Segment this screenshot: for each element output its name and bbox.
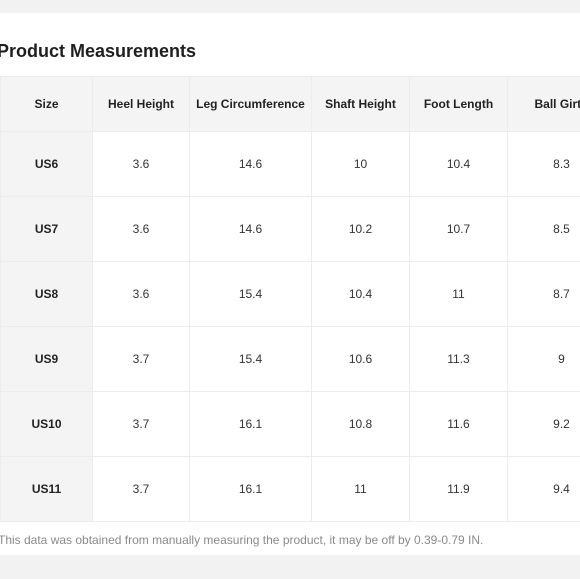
table-cell: 11 bbox=[409, 261, 508, 327]
table-cell: 11 bbox=[311, 456, 410, 522]
table-header-row: Size Heel Height Leg Circumference Shaft… bbox=[0, 76, 580, 132]
size-cell: US10 bbox=[0, 391, 93, 457]
table-cell: 3.7 bbox=[92, 326, 190, 392]
column-header-heel-height: Heel Height bbox=[92, 76, 190, 132]
size-cell: US7 bbox=[0, 196, 93, 262]
column-header-leg-circumference: Leg Circumference bbox=[189, 76, 312, 132]
table-cell: 3.7 bbox=[92, 456, 190, 522]
table-cell: 16.1 bbox=[189, 391, 312, 457]
table-cell: 8.7 bbox=[507, 261, 580, 327]
column-header-shaft-height: Shaft Height bbox=[311, 76, 410, 132]
measurements-card: Product Measurements Size Heel Height Le… bbox=[0, 13, 580, 555]
table-row: US8 3.6 15.4 10.4 11 8.7 bbox=[0, 261, 580, 327]
table-cell: 10.8 bbox=[311, 391, 410, 457]
column-header-ball-girth: Ball Girth bbox=[507, 76, 580, 132]
table-cell: 10.6 bbox=[311, 326, 410, 392]
table-row: US7 3.6 14.6 10.2 10.7 8.5 bbox=[0, 196, 580, 262]
size-cell: US9 bbox=[0, 326, 93, 392]
table-cell: 9.4 bbox=[507, 456, 580, 522]
table-cell: 11.9 bbox=[409, 456, 508, 522]
table-cell: 15.4 bbox=[189, 261, 312, 327]
table-cell: 9.2 bbox=[507, 391, 580, 457]
size-cell: US11 bbox=[0, 456, 93, 522]
table-row: US11 3.7 16.1 11 11.9 9.4 bbox=[0, 456, 580, 522]
table-cell: 11.6 bbox=[409, 391, 508, 457]
table-cell: 8.3 bbox=[507, 131, 580, 197]
table-cell: 14.6 bbox=[189, 196, 312, 262]
table-cell: 3.6 bbox=[92, 196, 190, 262]
table-cell: 10.7 bbox=[409, 196, 508, 262]
table-row: US6 3.6 14.6 10 10.4 8.3 bbox=[0, 131, 580, 197]
column-header-size: Size bbox=[0, 76, 93, 132]
measurement-disclaimer: This data was obtained from manually mea… bbox=[0, 533, 484, 547]
bottom-background-strip bbox=[0, 555, 580, 579]
table-cell: 3.6 bbox=[92, 131, 190, 197]
table-cell: 16.1 bbox=[189, 456, 312, 522]
table-row: US9 3.7 15.4 10.6 11.3 9 bbox=[0, 326, 580, 392]
table-cell: 8.5 bbox=[507, 196, 580, 262]
table-cell: 11.3 bbox=[409, 326, 508, 392]
measurements-table-container: Size Heel Height Leg Circumference Shaft… bbox=[0, 76, 580, 522]
table-row: US10 3.7 16.1 10.8 11.6 9.2 bbox=[0, 391, 580, 457]
table-cell: 10.4 bbox=[409, 131, 508, 197]
top-background-strip bbox=[0, 0, 580, 13]
table-cell: 10.4 bbox=[311, 261, 410, 327]
table-cell: 10.2 bbox=[311, 196, 410, 262]
section-title: Product Measurements bbox=[0, 41, 197, 61]
measurements-table: Size Heel Height Leg Circumference Shaft… bbox=[0, 76, 580, 522]
column-header-foot-length: Foot Length bbox=[409, 76, 508, 132]
table-cell: 3.7 bbox=[92, 391, 190, 457]
table-cell: 3.6 bbox=[92, 261, 190, 327]
table-cell: 10 bbox=[311, 131, 410, 197]
size-cell: US8 bbox=[0, 261, 93, 327]
table-cell: 9 bbox=[507, 326, 580, 392]
table-cell: 14.6 bbox=[189, 131, 312, 197]
table-cell: 15.4 bbox=[189, 326, 312, 392]
size-cell: US6 bbox=[0, 131, 93, 197]
